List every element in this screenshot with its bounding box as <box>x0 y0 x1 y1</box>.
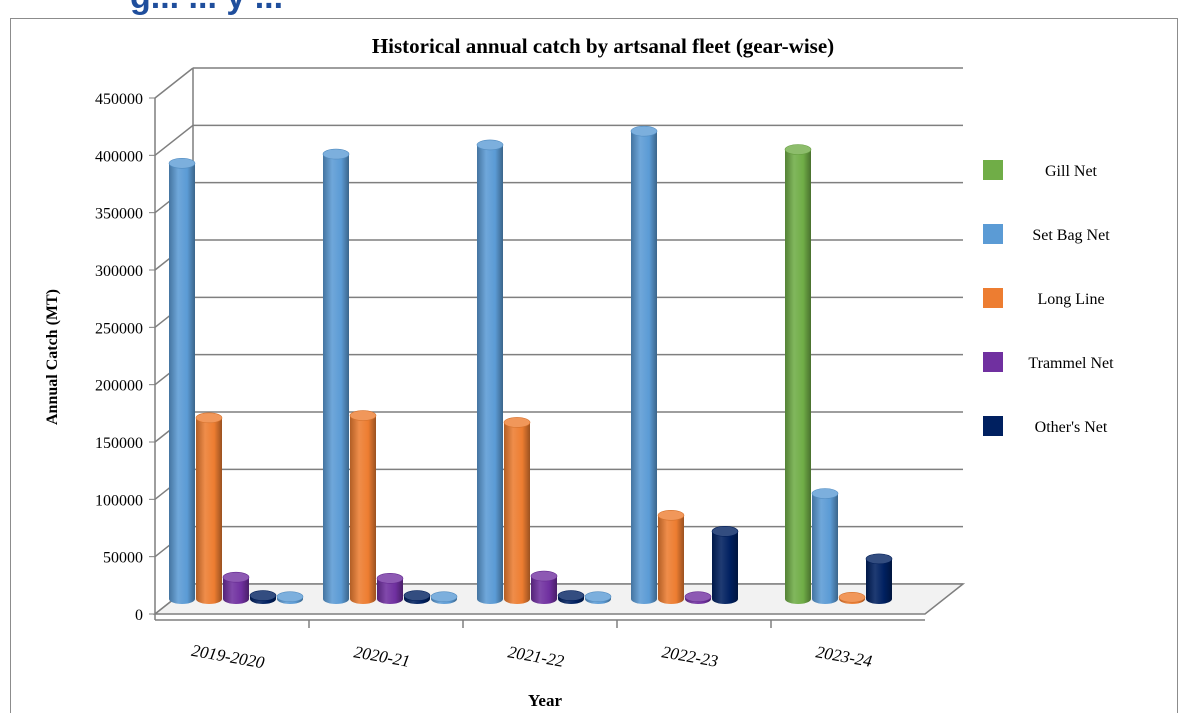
bar-set-bag-net <box>811 488 839 604</box>
y-axis-label: Annual Catch (MT) <box>44 289 61 425</box>
x-tick-label: 2020-21 <box>352 642 411 671</box>
gridline-side <box>154 67 194 99</box>
y-tick-label: 350000 <box>95 206 143 223</box>
x-tick-label: 2019-2020 <box>190 641 266 673</box>
bar-extra-mark <box>430 591 458 604</box>
bar-extra-mark <box>584 591 612 604</box>
legend-label: Long Line <box>1037 291 1104 308</box>
y-tick-label: 150000 <box>95 435 143 452</box>
bar-set-bag-net <box>322 148 350 605</box>
legend-label: Other's Net <box>1035 419 1108 436</box>
legend-swatch <box>983 416 1003 436</box>
x-axis-ticks: 2019-2020 2020-21 2021-22 2022-23 2023-24 <box>190 620 874 672</box>
y-tick-label: 400000 <box>95 148 143 165</box>
bar-trammel-net <box>684 591 712 604</box>
chart-title: Historical annual catch by artsanal flee… <box>372 34 834 58</box>
bar-set-bag-net <box>630 125 658 604</box>
bar-other-s-net <box>403 590 431 604</box>
chart-legend: Gill Net Set Bag Net Long Line Trammel Net O… <box>983 160 1114 436</box>
bar-other-s-net <box>557 590 585 604</box>
x-tick-label: 2021-22 <box>506 642 566 671</box>
cropped-page-heading: g... ... y ... <box>0 0 1189 18</box>
bar-other-s-net <box>249 590 277 604</box>
y-tick-label: 200000 <box>95 378 143 395</box>
y-tick-label: 450000 <box>95 91 143 108</box>
y-tick-label: 0 <box>135 607 143 624</box>
bar-trammel-net <box>376 573 404 604</box>
y-tick-label: 250000 <box>95 320 143 337</box>
bar-set-bag-net <box>168 157 196 604</box>
cropped-heading-text: g... ... y ... <box>130 0 283 17</box>
bar-long-line <box>657 509 685 604</box>
bar-long-line <box>503 417 531 604</box>
x-axis-label: Year <box>528 691 562 710</box>
gridline-side <box>154 124 194 156</box>
chart-grid <box>154 67 963 615</box>
bar-other-s-net <box>711 526 739 604</box>
legend-label: Set Bag Net <box>1032 227 1110 244</box>
bar-long-line <box>349 410 377 604</box>
bar-other-s-net <box>865 553 893 604</box>
legend-label: Gill Net <box>1045 163 1098 180</box>
legend-label: Trammel Net <box>1028 355 1114 372</box>
chart-bars <box>168 125 893 605</box>
bar-gill-net <box>784 144 812 605</box>
bar-long-line <box>195 412 223 604</box>
x-tick-label: 2022-23 <box>660 642 719 671</box>
legend-swatch <box>983 288 1003 308</box>
bar-long-line <box>838 591 866 604</box>
bar-extra-mark <box>276 591 304 604</box>
legend-swatch <box>983 352 1003 372</box>
bar-set-bag-net <box>476 139 504 605</box>
x-tick-label: 2023-24 <box>814 642 874 671</box>
y-axis-ticks: 0 50000 100000 150000 200000 250000 300000 3500… <box>95 91 155 624</box>
legend-swatch <box>983 160 1003 180</box>
y-tick-label: 50000 <box>103 550 143 567</box>
y-tick-label: 300000 <box>95 263 143 280</box>
bar-trammel-net <box>222 571 250 604</box>
y-tick-label: 100000 <box>95 492 143 509</box>
legend-swatch <box>983 224 1003 244</box>
bar-trammel-net <box>530 570 558 604</box>
